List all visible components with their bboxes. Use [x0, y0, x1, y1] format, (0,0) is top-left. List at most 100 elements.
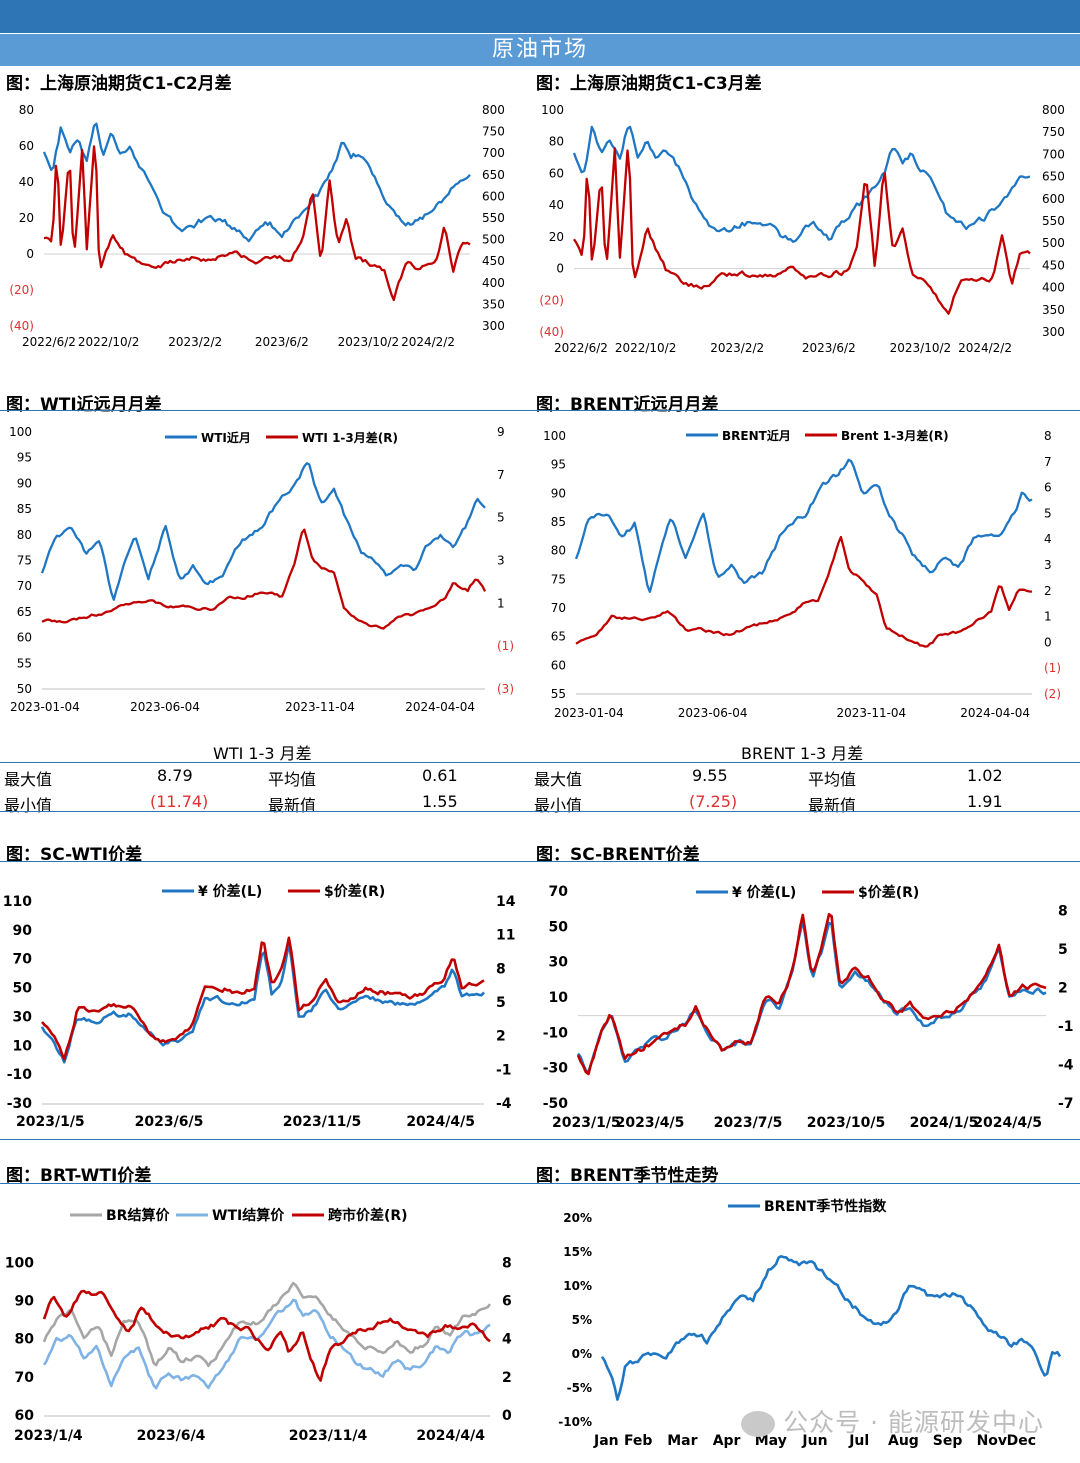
y-tick-label: 5% [572, 1313, 592, 1327]
y2-tick-label: 5 [497, 511, 505, 525]
x-tick-label: 2023/7/5 [714, 1115, 783, 1131]
chart-svg: 100 90 80 70 60 8 6 4 2 0 2023/1/4 2023/6/4 2023/11/… [5, 1207, 512, 1444]
y2-tick-label: 2 [496, 1029, 506, 1045]
y2-tick-label: 8 [496, 961, 506, 977]
y-tick-label: 15% [563, 1245, 592, 1259]
chart-sc-brent: 70 50 30 10 -10 -30 -50 8 5 2 -1 -4 -7 2023/1/5 2023/4… [530, 868, 1080, 1138]
series-line-0 [576, 919, 1047, 1074]
series-line-2 [42, 1289, 491, 1382]
y-tick-label: 50 [13, 981, 33, 997]
y2-tick-label: 3 [497, 554, 505, 568]
brent-latest-value: 1.91 [967, 792, 1003, 811]
y-tick-label: 70 [549, 884, 569, 900]
chart-sc-c1c2: 80 60 40 20 0 (20) (40) 800 750 700 650 600 550 500 45… [0, 96, 530, 361]
y-tick-label: 85 [17, 502, 32, 516]
y2-tick-label: 6 [502, 1293, 512, 1309]
y-tick-label: 80 [15, 1332, 35, 1348]
y2-tick-label: 9 [497, 425, 505, 439]
x-tick-label: 2023/6/5 [135, 1114, 204, 1130]
legend-label: WTI 1-3月差(R) [302, 430, 398, 445]
y-tick-label: 20 [19, 211, 34, 225]
chart-sc-wti: 110 90 70 50 30 10 -10 -30 14 11 8 5 2 -1 -4 2023/1/5 20… [0, 868, 530, 1138]
y2-tick-label: 5 [496, 995, 506, 1011]
y2-tick-label: 8 [1044, 429, 1052, 443]
x-tick-label: 2023/10/2 [890, 341, 952, 355]
chart-brent-spread: 100 95 90 85 80 75 70 65 60 55 8 7 6 5 4 3 2 1 0 (1) (2) 2023… [530, 418, 1080, 728]
y-tick-label: 75 [17, 554, 32, 568]
y-tick-label: 80 [19, 103, 34, 117]
y2-tick-label: 700 [482, 146, 505, 160]
legend-label: 跨市价差(R) [328, 1207, 408, 1224]
series-line-1 [42, 1298, 491, 1390]
y2-tick-label: 8 [502, 1255, 512, 1271]
x-tick-label: 2024/2/2 [958, 341, 1012, 355]
y-tick-label: 70 [17, 579, 32, 593]
wti-avg-label: 平均值 [268, 770, 317, 789]
series-line-1 [576, 913, 1047, 1076]
y-tick-label: 65 [551, 630, 566, 644]
x-tick-label: 2022/6/2 [554, 341, 608, 355]
x-tick-label: Sep [933, 1433, 963, 1449]
x-tick-label: 2023/6/2 [802, 341, 856, 355]
x-tick-label: 2022/6/2 [22, 335, 76, 349]
legend-label: Brent 1-3月差(R) [841, 428, 949, 443]
y2-tick-label: 0 [502, 1408, 512, 1424]
divider [530, 811, 1080, 812]
y2-tick-label: 7 [1044, 455, 1052, 469]
watermark: 公众号 · 能源研发中心 [741, 1403, 1044, 1439]
y-tick-label: 90 [17, 476, 32, 490]
x-tick-label: Dec [1007, 1433, 1036, 1449]
y2-tick-label: 650 [1042, 170, 1065, 184]
y-tick-label: 10 [13, 1038, 33, 1054]
x-tick-label: 2024-04-04 [960, 706, 1030, 720]
y-tick-label: 85 [551, 515, 566, 529]
y-tick-label: 60 [17, 631, 32, 645]
y-tick-label: 70 [13, 952, 33, 968]
x-tick-label: 2024/4/5 [973, 1115, 1042, 1131]
y-tick-label: 65 [17, 605, 32, 619]
y-tick-label: 10% [563, 1279, 592, 1293]
y2-tick-label: 600 [1042, 192, 1065, 206]
series-line-0 [40, 942, 485, 1064]
series-line-0 [572, 125, 1031, 243]
chart-title-sc-c1c2: 图：上海原油期货C1-C2月差 [6, 74, 232, 94]
x-tick-label: 2022/10/2 [615, 341, 677, 355]
y2-tick-label: 300 [482, 319, 505, 333]
y-tick-label: 0% [572, 1347, 592, 1361]
y2-tick-label: 800 [482, 103, 505, 117]
y2-tick-label: 800 [1042, 103, 1065, 117]
brent-min-value: (7.25) [689, 792, 738, 811]
chart-svg: 80 60 40 20 0 (20) (40) 800 750 700 650 600 550 500 45… [9, 103, 505, 349]
chart-brent-season: 20% 15% 10% 5% 0% -5% -10% Jan Feb Mar Apr May Jun Ju… [530, 1190, 1080, 1455]
y2-tick-label: 4 [1044, 532, 1052, 546]
y2-tick-label: -4 [496, 1096, 512, 1112]
series-line-1 [41, 528, 487, 630]
y2-tick-label: 1 [497, 596, 505, 610]
legend-label: BRENT季节性指数 [764, 1198, 887, 1215]
y-tick-label: 60 [19, 139, 34, 153]
y-tick-label: -5% [567, 1381, 592, 1395]
x-tick-label: 2023-06-04 [130, 700, 200, 714]
x-tick-label: 2023/2/2 [710, 341, 764, 355]
wti-avg-value: 0.61 [422, 766, 458, 785]
x-tick-label: 2023/10/2 [338, 335, 400, 349]
x-tick-label: 2023-01-04 [554, 706, 624, 720]
x-tick-label: 2024/4/5 [406, 1114, 475, 1130]
x-tick-label: Nov [977, 1433, 1007, 1449]
x-tick-label: 2023/4/5 [616, 1115, 685, 1131]
y-tick-label: (40) [539, 325, 564, 339]
chart-svg: 100959085807570656055876543210(1)(2)2023… [543, 428, 1061, 720]
x-tick-label: 2023/6/2 [255, 335, 309, 349]
series-line-0 [574, 458, 1033, 593]
legend-label: ¥ 价差(L) [732, 884, 796, 901]
wti-stats-title: WTI 1-3 月差 [213, 744, 312, 763]
brent-min-label: 最小值 [534, 796, 583, 815]
y-tick-label: 80 [549, 135, 564, 149]
y2-tick-label: 300 [1042, 325, 1065, 339]
wti-max-value: 8.79 [157, 766, 193, 785]
chart-svg: 1009590858075706560555097531(1)(3)2023-0… [9, 425, 514, 714]
x-tick-label: Jan [593, 1433, 619, 1449]
brent-max-value: 9.55 [692, 766, 728, 785]
y2-tick-label: 450 [482, 254, 505, 268]
legend-label: BRENT近月 [722, 428, 791, 443]
